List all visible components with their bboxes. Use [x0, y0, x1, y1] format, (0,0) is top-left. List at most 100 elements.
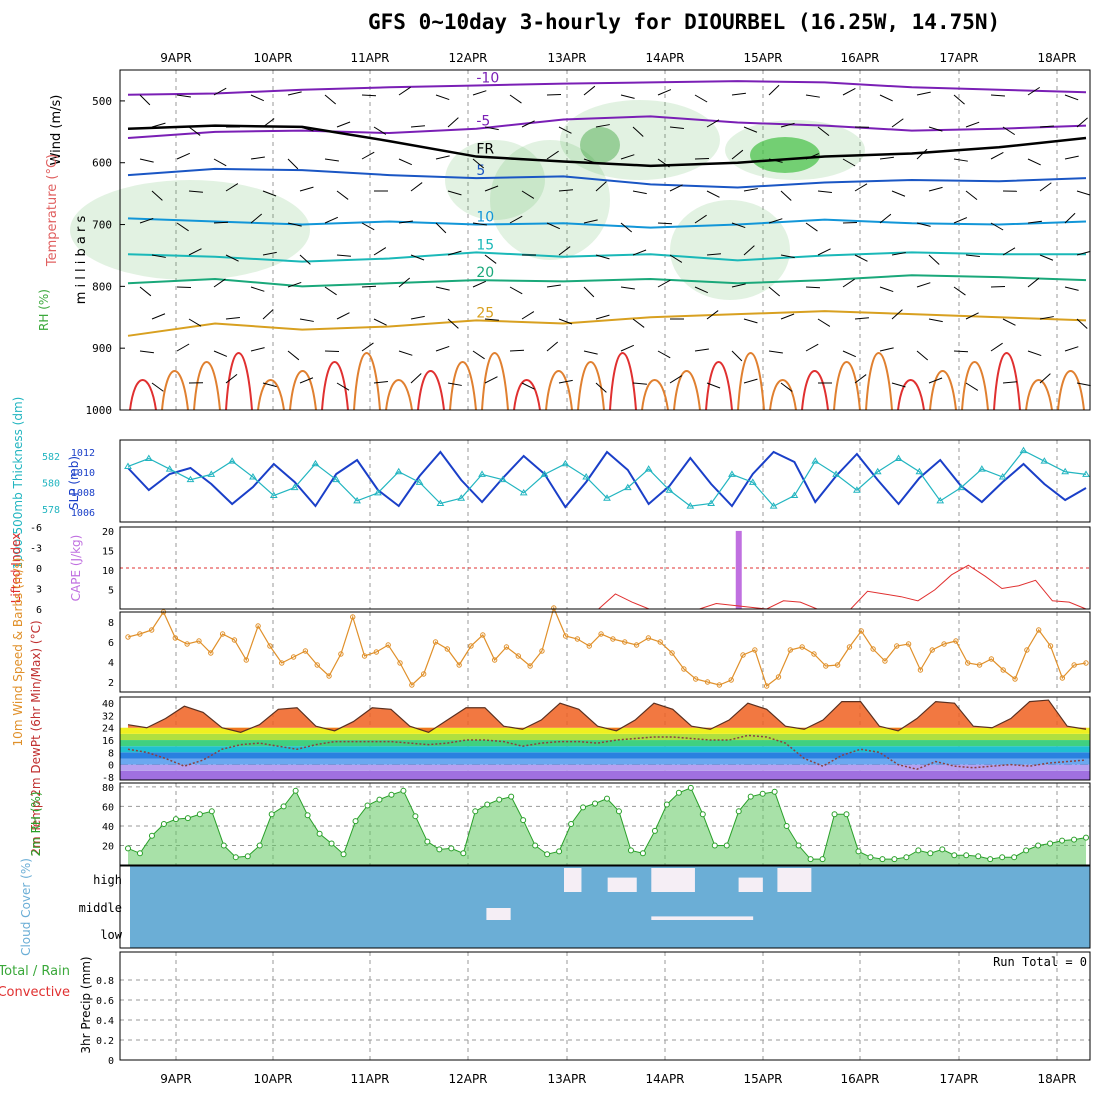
wind-barb [509, 349, 525, 352]
axis-title-rh2m: 2m RH (%) [29, 791, 43, 856]
wind-speed-point [243, 657, 249, 663]
rh-shading [750, 137, 820, 173]
thickness-point [269, 491, 278, 499]
wind-speed-point [231, 637, 238, 643]
wind-barb [928, 126, 943, 132]
bottom-date-label: 11APR [350, 1072, 389, 1086]
isotherm-line [127, 115, 1087, 139]
wind-barb [891, 190, 906, 197]
warm-contour [545, 370, 573, 411]
wind-barb [299, 254, 311, 265]
wind-barb [176, 222, 189, 232]
wind-speed-point [420, 671, 427, 677]
wind-barb [842, 158, 856, 167]
isotherm-label: -5 [476, 114, 490, 130]
thickness-point [394, 467, 403, 475]
wind-speed-point [385, 642, 391, 648]
wind-speed-point [1047, 643, 1054, 649]
wind-barb [324, 216, 338, 224]
wind-barb [891, 118, 904, 128]
wind-speed-point [314, 662, 320, 668]
wind-barb [620, 154, 635, 160]
wind-barb [1002, 126, 1016, 136]
rh-point [675, 789, 682, 796]
wind-barb [743, 188, 758, 192]
thickness-point [353, 496, 361, 504]
thickness-point [998, 473, 1007, 480]
warm-contour [865, 352, 893, 411]
thickness-point [478, 470, 486, 477]
wind-barb [521, 382, 535, 390]
wind-barb [817, 126, 830, 137]
rh-point [508, 793, 515, 800]
wind-barb [484, 185, 499, 192]
wind-barb [842, 278, 855, 288]
wind-barb [657, 158, 670, 168]
slp-tick-label: 1006 [71, 508, 95, 519]
rh-point [867, 854, 874, 861]
wind-barb [213, 350, 228, 357]
wind-barb [1027, 220, 1042, 224]
frame-layer [119, 69, 1091, 1061]
wind-speed-point [645, 635, 652, 641]
wind-barb [1039, 316, 1054, 320]
isotherm-line [127, 167, 1087, 189]
wind-barb [583, 158, 598, 165]
wind-speed-point [468, 643, 474, 649]
wind-barb [472, 350, 485, 360]
thickness-point [665, 486, 674, 493]
wind-barb [620, 286, 635, 290]
wind-tick-label: 8 [108, 618, 114, 629]
thickness-point [165, 465, 174, 472]
rh-point [711, 842, 718, 849]
warm-contour [353, 352, 381, 411]
wind-barb [484, 376, 498, 384]
thickness-point [1061, 467, 1070, 475]
rh-point [951, 852, 958, 859]
wind-barb [780, 382, 793, 392]
rh-tick-label: 40 [102, 822, 114, 833]
warm-contour [417, 370, 445, 411]
thickness-point [311, 459, 320, 467]
wind-barb [262, 382, 277, 388]
warm-contour [385, 379, 413, 411]
rh-point [352, 818, 359, 825]
wind-barb [1002, 247, 1016, 256]
wind-speed-point [752, 647, 758, 653]
wind-barb [188, 126, 201, 136]
wind-barb [657, 350, 671, 359]
wind-barb [706, 310, 719, 320]
wind-barb [324, 286, 337, 296]
wind-barb [151, 254, 166, 258]
thickness-point [124, 462, 132, 469]
temp-color-band [120, 746, 1090, 753]
wind-barb [1039, 254, 1054, 261]
wind-barb [139, 158, 154, 163]
thickness-point [936, 496, 945, 504]
lifted-index-line [514, 564, 1087, 610]
wind-barb [780, 254, 795, 259]
wind-barb [410, 125, 425, 128]
wind-barb [694, 348, 709, 352]
wind-speed-point [172, 635, 179, 641]
rh-point [256, 842, 263, 849]
wind-barb [632, 249, 647, 256]
wind-barb [398, 220, 413, 224]
rh-point [316, 830, 323, 837]
rh-point [328, 840, 335, 847]
wind-barb [805, 222, 818, 232]
wind-barb [139, 350, 154, 354]
cloud-block [777, 868, 812, 892]
wind-barb [558, 246, 571, 256]
wind-barb [336, 312, 350, 320]
wind-barb [287, 281, 302, 288]
top-date-label: 16APR [840, 51, 879, 65]
wind-barb [657, 279, 671, 288]
thickness-point [519, 488, 528, 496]
temp-color-band [120, 764, 1090, 771]
rh-tick-label: 20 [102, 841, 114, 852]
wind-barb [521, 120, 535, 128]
rh-point [1047, 840, 1054, 847]
warm-contour [449, 361, 477, 411]
